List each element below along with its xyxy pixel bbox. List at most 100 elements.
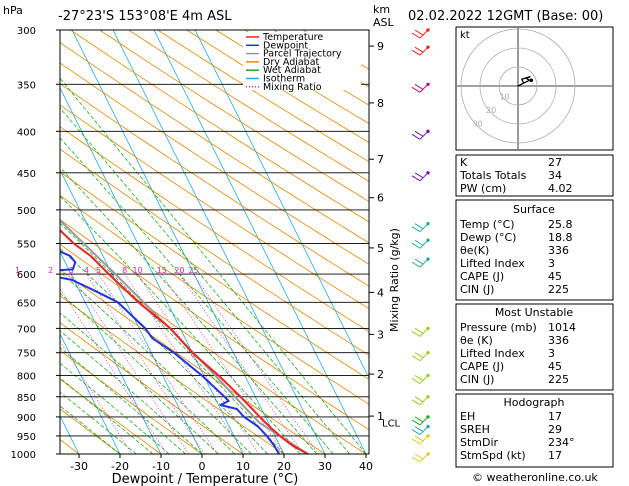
temperature-tick-label: 0 <box>199 460 206 473</box>
dry-adiabat-line <box>60 42 369 244</box>
x-axis-label: Dewpoint / Temperature (°C) <box>112 472 299 486</box>
dry-adiabat-line <box>60 269 326 454</box>
isotherm-line <box>71 30 285 454</box>
indices-row-label: Totals Totals <box>459 169 527 182</box>
indices-row-label: K <box>460 156 468 169</box>
mixing-ratio-line <box>70 273 189 454</box>
wet-adiabat-line <box>60 247 268 454</box>
dry-adiabat-line <box>60 218 369 431</box>
isobar-lines <box>60 29 369 455</box>
surface-title: Surface <box>513 203 555 216</box>
wind-barb <box>411 452 430 463</box>
most-unstable-row-label: θe (K) <box>460 334 493 347</box>
surface-row-value: 25.8 <box>548 218 573 231</box>
mixing-ratio-line <box>193 273 319 454</box>
hodograph-ring <box>479 47 557 125</box>
mixing-ratio-axis-label: Mixing Ratio (g/kg) <box>388 228 401 332</box>
km-tick-label: 6 <box>377 192 384 205</box>
wind-barb <box>411 395 430 406</box>
surface-row-value: 3 <box>548 257 555 270</box>
km-tick-label: 3 <box>377 328 384 341</box>
copyright-footer: © weatheronline.co.uk <box>472 471 598 484</box>
asl-unit-label: ASL <box>373 16 395 29</box>
legend-entry: Wet Adiabat <box>263 65 321 76</box>
hodograph-frame <box>455 26 614 151</box>
legend-entry: Dewpoint <box>263 40 308 51</box>
pressure-tick-label: 950 <box>17 432 36 443</box>
hodograph-ring <box>460 28 576 144</box>
mixing-ratio-label: 4 <box>84 266 89 275</box>
wind-barbs <box>411 28 430 463</box>
pressure-tick-label: 450 <box>17 169 36 180</box>
wind-barb <box>411 434 430 445</box>
surface-row-label: Dewp (°C) <box>460 231 516 244</box>
dry-adiabat-line <box>60 438 80 454</box>
pressure-tick-label: 900 <box>17 413 36 424</box>
wet-adiabat-line <box>60 271 252 454</box>
legend-entry: Temperature <box>262 32 323 43</box>
isotherm-line <box>60 87 244 454</box>
wet-adiabat-line <box>60 377 154 454</box>
hodograph-row-label: StmDir <box>460 436 499 449</box>
hodograph-ring-label: 30 <box>473 119 483 128</box>
km-tick-label: 2 <box>377 368 384 381</box>
pressure-axis: 300 350 400 450 500 550 600 650 700 750 800 850 900 9… <box>11 26 60 461</box>
wet-adiabat-line <box>60 195 301 454</box>
wet-adiabat-line <box>60 391 137 454</box>
wet-adiabat-line <box>60 77 367 454</box>
dry-adiabat-line <box>60 378 162 454</box>
pressure-tick-label: 550 <box>17 239 36 250</box>
legend-entry: Parcel Trajectory <box>263 49 342 60</box>
dry-adiabat-line <box>70 30 369 223</box>
indices-row-label: PW (cm) <box>460 182 506 195</box>
hodograph-row-value: 17 <box>548 410 562 423</box>
km-tick-label: 5 <box>377 242 384 255</box>
dry-adiabat-line <box>60 243 367 454</box>
wind-barb <box>411 257 430 268</box>
isotherm-line <box>112 30 326 454</box>
mixing-ratio-line <box>137 273 260 454</box>
pressure-tick-label: 850 <box>17 393 36 404</box>
surface-row-value: 18.8 <box>548 231 573 244</box>
temperature-axis: -30 -20 -10 0 10 20 30 40 <box>70 454 373 473</box>
isotherm-line <box>153 30 367 454</box>
hodograph-row-value: 17 <box>548 449 562 462</box>
wind-barb <box>411 45 430 56</box>
wet-adiabat-line <box>60 107 350 454</box>
profile-lines <box>60 218 309 454</box>
wet-adiabat-line <box>60 362 170 454</box>
pressure-tick-label: 500 <box>17 206 36 217</box>
mixing-ratio-line <box>98 273 218 454</box>
isotherm-line <box>60 169 203 454</box>
location-title: -27°23'S 153°08'E 4m ASL <box>58 9 232 24</box>
mixing-ratio-label: 10 <box>133 266 143 275</box>
pressure-tick-label: 400 <box>17 127 36 138</box>
temperature-tick-label: 40 <box>359 460 373 473</box>
most-unstable-title: Most Unstable <box>495 306 574 319</box>
wind-barb <box>411 350 430 362</box>
wind-barb <box>411 28 430 39</box>
lcl-label: LCL <box>382 419 401 430</box>
wind-barb <box>411 326 430 337</box>
wind-barb <box>411 238 430 249</box>
mixing-ratio-label: 20 <box>174 266 184 275</box>
pressure-tick-label: 800 <box>17 371 36 382</box>
surface-row-value: 336 <box>548 244 569 257</box>
temperature-line <box>60 228 309 454</box>
temperature-tick-label: -10 <box>152 460 170 473</box>
surface-row-label: Temp (°C) <box>459 218 515 231</box>
most-unstable-box <box>455 303 614 391</box>
hodograph-row-value: 234° <box>548 436 575 449</box>
mixing-ratio-label: 1 <box>15 266 20 275</box>
storm-motion-marker <box>529 78 534 83</box>
hodograph-row-label: StmSpd (kt) <box>460 449 526 462</box>
surface-row-label: CAPE (J) <box>460 270 504 283</box>
mixing-ratio-labels: 1 2 3 4 5 8 10 15 20 25 <box>15 266 199 275</box>
hodograph-ring-label: 10 <box>499 92 509 101</box>
temperature-tick-label: -20 <box>111 460 129 473</box>
